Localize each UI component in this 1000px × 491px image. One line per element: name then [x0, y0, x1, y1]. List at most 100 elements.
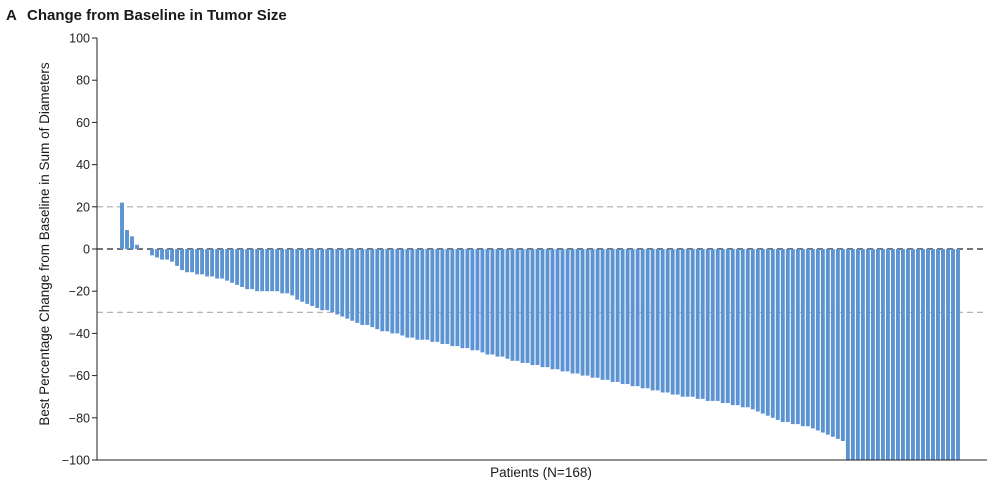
y-tick-label: −60 [69, 369, 90, 383]
bar [735, 249, 740, 406]
bar [410, 249, 415, 338]
bar [810, 249, 815, 429]
bar [715, 249, 720, 401]
bar [405, 249, 410, 338]
bar [170, 249, 175, 262]
bar [395, 249, 400, 334]
bar [260, 249, 265, 292]
bar [355, 249, 360, 323]
bar [710, 249, 715, 401]
bar [440, 249, 445, 344]
bar [595, 249, 600, 378]
bar [335, 249, 340, 315]
bar [941, 249, 945, 460]
bar [900, 249, 905, 460]
bar [565, 249, 570, 372]
bar [125, 230, 129, 249]
bar [120, 202, 124, 249]
bar [285, 249, 290, 294]
bar [916, 249, 920, 460]
bar [385, 249, 390, 332]
bar [926, 249, 930, 460]
bar [560, 249, 565, 372]
chart-title: Change from Baseline in Tumor Size [27, 7, 287, 24]
bar [220, 249, 225, 279]
panel-letter: A [6, 7, 17, 24]
bar [465, 249, 470, 349]
bar [690, 249, 695, 397]
bar [840, 249, 845, 442]
bar [605, 249, 610, 380]
bar [295, 249, 300, 300]
bar [345, 249, 350, 319]
bar [575, 249, 580, 374]
bar [310, 249, 315, 306]
y-tick-label: −40 [69, 327, 90, 341]
bar [815, 249, 820, 431]
bar [270, 249, 275, 292]
bar [655, 249, 660, 391]
bar [835, 249, 840, 439]
bar [720, 249, 725, 404]
bar [700, 249, 705, 399]
bar [505, 249, 510, 359]
bar [615, 249, 620, 382]
bar [315, 249, 320, 309]
bar [600, 249, 605, 380]
bar [740, 249, 745, 408]
bar [795, 249, 800, 425]
bar [870, 249, 875, 460]
bar [200, 249, 205, 275]
bar [530, 249, 535, 366]
bar [415, 249, 420, 340]
bar [130, 236, 134, 249]
bar [755, 249, 760, 412]
bar [725, 249, 730, 404]
bar [780, 249, 785, 423]
bar [230, 249, 235, 283]
bar [630, 249, 635, 387]
bar [435, 249, 440, 342]
bar [180, 249, 185, 271]
bar [875, 249, 880, 460]
bar [500, 249, 505, 357]
bar [340, 249, 345, 317]
bar [675, 249, 680, 395]
y-tick-label: 40 [76, 158, 90, 172]
bar [825, 249, 830, 435]
bar [800, 249, 805, 427]
bar [475, 249, 480, 351]
bar [805, 249, 810, 427]
bar [665, 249, 670, 393]
bar [931, 249, 935, 460]
bar [865, 249, 870, 460]
bar [445, 249, 450, 344]
y-tick-label: 60 [76, 116, 90, 130]
bar [880, 249, 885, 460]
bar [485, 249, 490, 355]
bar [165, 249, 169, 260]
bar [510, 249, 515, 361]
bar [380, 249, 385, 332]
bar [365, 249, 370, 325]
bar [730, 249, 735, 406]
y-tick-label: 80 [76, 74, 90, 88]
y-tick-label: 20 [76, 200, 90, 214]
bar [430, 249, 435, 342]
bar [670, 249, 675, 395]
bar [525, 249, 530, 363]
y-tick-label: −100 [62, 454, 90, 468]
bar [905, 249, 910, 460]
x-axis-label: Patients (N=168) [490, 465, 592, 480]
bar [936, 249, 940, 460]
y-axis: 100 80 60 40 20 0 −20 −40 −60 −80 −100 [62, 32, 98, 468]
bar [280, 249, 285, 294]
bar [620, 249, 625, 385]
bar [275, 249, 280, 292]
bar [680, 249, 685, 397]
bar [240, 249, 245, 287]
bar [155, 249, 159, 258]
bar [580, 249, 585, 376]
